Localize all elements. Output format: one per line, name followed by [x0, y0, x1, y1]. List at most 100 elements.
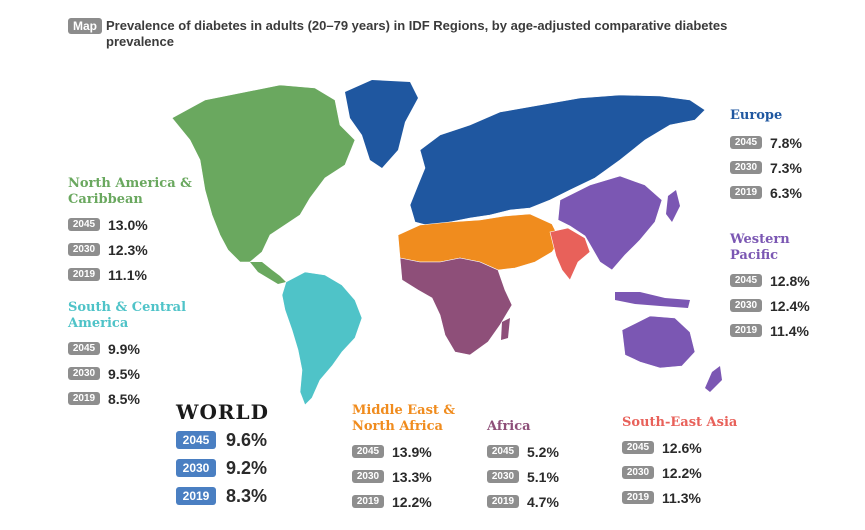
region-name: Western Pacific	[730, 232, 810, 264]
prevalence-value: 12.2%	[392, 493, 432, 510]
prevalence-value: 12.2%	[662, 464, 702, 481]
region-north-america: North America & Caribbean 2045 13.0% 2030…	[68, 176, 192, 287]
stat-row: 2045 7.8%	[730, 130, 802, 155]
australia-shape	[621, 315, 696, 369]
region-africa: Africa 2045 5.2% 2030 5.1% 2019 4.7%	[487, 419, 559, 514]
prevalence-value: 11.3%	[662, 489, 701, 506]
region-western-pacific: Western Pacific 2045 12.8% 2030 12.4% 2019…	[730, 232, 810, 343]
year-badge: 2019	[176, 487, 216, 505]
region-name: Europe	[730, 108, 802, 124]
stat-row: 2019 11.1%	[68, 262, 192, 287]
stat-row: 2045 12.6%	[622, 435, 737, 460]
stat-row: 2045 12.8%	[730, 268, 810, 293]
region-name: North America & Caribbean	[68, 176, 192, 208]
stat-row: 2030 12.3%	[68, 237, 192, 262]
stat-row: 2019 11.4%	[730, 318, 810, 343]
prevalence-value: 8.3%	[226, 485, 268, 506]
japan-shape	[666, 190, 680, 222]
year-badge: 2030	[487, 470, 519, 483]
region-name-line2: Caribbean	[68, 192, 143, 207]
year-badge: 2019	[730, 324, 762, 337]
year-badge: 2045	[68, 218, 100, 231]
prevalence-value: 9.6%	[226, 429, 268, 450]
region-name-line2: North Africa	[352, 419, 443, 434]
region-name-line1: Middle East &	[352, 403, 456, 418]
stat-row: 2030 7.3%	[730, 155, 802, 180]
prevalence-value: 9.9%	[108, 340, 140, 357]
prevalence-value: 12.4%	[770, 297, 810, 314]
stat-row: 2019 11.3%	[622, 485, 737, 510]
year-badge: 2045	[352, 445, 384, 458]
region-world: WORLD 2045 9.6% 2030 9.2% 2019 8.3%	[176, 400, 269, 510]
region-name-line1: Africa	[487, 419, 531, 434]
north-america-shape	[171, 84, 356, 263]
region-name-line2: America	[68, 316, 129, 331]
prevalence-value: 5.2%	[527, 443, 559, 460]
region-name-line1: South-East Asia	[622, 415, 738, 430]
prevalence-value: 13.9%	[392, 443, 432, 460]
prevalence-value: 5.1%	[527, 468, 559, 485]
stat-row: 2045 9.9%	[68, 336, 186, 361]
year-badge: 2030	[68, 367, 100, 380]
prevalence-value: 9.5%	[108, 365, 140, 382]
region-name-line1: Europe	[730, 108, 783, 123]
year-badge: 2019	[487, 495, 519, 508]
prevalence-value: 8.5%	[108, 390, 140, 407]
prevalence-value: 6.3%	[770, 184, 802, 201]
stat-row: 2019 6.3%	[730, 180, 802, 205]
africa-shape	[399, 257, 513, 356]
prevalence-value: 4.7%	[527, 493, 559, 510]
region-name-line1: North America &	[68, 176, 192, 191]
region-name: South-East Asia	[622, 415, 737, 431]
stat-row: 2019 8.5%	[68, 386, 186, 411]
year-badge: 2045	[622, 441, 654, 454]
year-badge: 2030	[352, 470, 384, 483]
stat-row: 2019 8.3%	[176, 482, 269, 510]
prevalence-value: 7.3%	[770, 159, 802, 176]
region-name: Africa	[487, 419, 559, 435]
map-title: Prevalence of diabetes in adults (20–79 …	[106, 18, 728, 49]
region-europe: Europe 2045 7.8% 2030 7.3% 2019 6.3%	[730, 108, 802, 205]
stat-row: 2019 4.7%	[487, 489, 559, 514]
south-america-shape	[281, 271, 363, 406]
western-pacific-asia-shape	[557, 175, 663, 271]
region-name: South & Central America	[68, 300, 186, 332]
stat-row: 2030 12.4%	[730, 293, 810, 318]
year-badge: 2019	[622, 491, 654, 504]
region-name-line1: South & Central	[68, 300, 187, 315]
region-name-line1: Western	[730, 232, 790, 247]
year-badge: 2045	[730, 274, 762, 287]
year-badge: 2019	[730, 186, 762, 199]
stat-row: 2030 9.5%	[68, 361, 186, 386]
region-south-east-asia: South-East Asia 2045 12.6% 2030 12.2% 2019…	[622, 415, 737, 510]
western-pacific-islands-shape	[615, 292, 690, 308]
europe-shape	[409, 94, 706, 227]
region-name-line1: WORLD	[176, 400, 269, 424]
year-badge: 2045	[176, 431, 216, 449]
region-south-america: South & Central America 2045 9.9% 2030 9.5…	[68, 300, 186, 411]
madagascar-shape	[501, 318, 510, 340]
prevalence-value: 7.8%	[770, 134, 802, 151]
stat-row: 2045 9.6%	[176, 426, 269, 454]
region-name: Middle East & North Africa	[352, 403, 455, 435]
region-name-line2: Pacific	[730, 248, 779, 263]
map-header: Map Prevalence of diabetes in adults (20–…	[68, 18, 768, 51]
prevalence-value: 12.8%	[770, 272, 810, 289]
prevalence-value: 12.6%	[662, 439, 702, 456]
stat-row: 2030 9.2%	[176, 454, 269, 482]
prevalence-value: 11.4%	[770, 322, 809, 339]
year-badge: 2030	[622, 466, 654, 479]
stat-row: 2030 5.1%	[487, 464, 559, 489]
region-name: WORLD	[176, 400, 269, 424]
stat-row: 2045 13.9%	[352, 439, 455, 464]
year-badge: 2030	[68, 243, 100, 256]
prevalence-value: 13.0%	[108, 216, 148, 233]
year-badge: 2030	[176, 459, 216, 477]
year-badge: 2045	[487, 445, 519, 458]
map-badge: Map	[68, 18, 102, 34]
year-badge: 2019	[68, 268, 100, 281]
stat-row: 2030 12.2%	[622, 460, 737, 485]
year-badge: 2045	[730, 136, 762, 149]
stat-row: 2019 12.2%	[352, 489, 455, 514]
